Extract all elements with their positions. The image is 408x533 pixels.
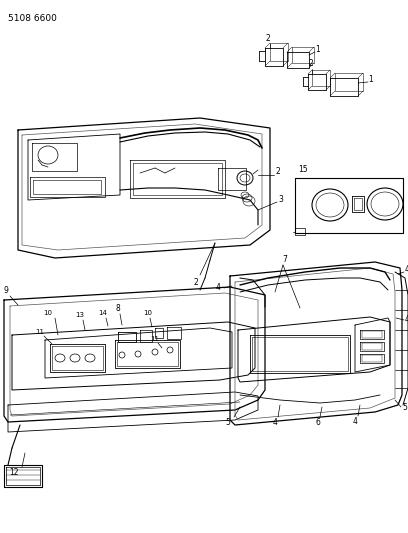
- Text: 7: 7: [283, 255, 288, 264]
- Text: 3: 3: [278, 196, 283, 205]
- Text: 2: 2: [194, 278, 198, 287]
- Text: 2: 2: [266, 34, 271, 43]
- Text: 4: 4: [215, 284, 220, 293]
- Text: 5: 5: [226, 418, 231, 427]
- Text: 4: 4: [353, 417, 357, 426]
- Text: 15: 15: [298, 165, 308, 174]
- Text: 10: 10: [144, 310, 153, 316]
- Text: 13: 13: [75, 312, 84, 318]
- Text: 11: 11: [35, 329, 44, 335]
- Text: 14: 14: [99, 310, 107, 316]
- Text: 2: 2: [308, 59, 313, 68]
- Text: 1: 1: [368, 76, 373, 85]
- Text: 5108 6600: 5108 6600: [8, 14, 57, 23]
- Text: 2: 2: [275, 167, 280, 176]
- Text: 11: 11: [151, 336, 160, 342]
- Text: 1: 1: [315, 45, 320, 54]
- Text: 5: 5: [402, 403, 407, 413]
- Text: 10: 10: [44, 310, 53, 316]
- Text: 8: 8: [115, 304, 120, 313]
- Text: 12: 12: [9, 468, 19, 477]
- Text: 4: 4: [273, 418, 277, 427]
- Text: 9: 9: [4, 286, 9, 295]
- Text: 4: 4: [405, 316, 408, 325]
- Text: 4: 4: [405, 265, 408, 274]
- Text: 6: 6: [315, 418, 320, 427]
